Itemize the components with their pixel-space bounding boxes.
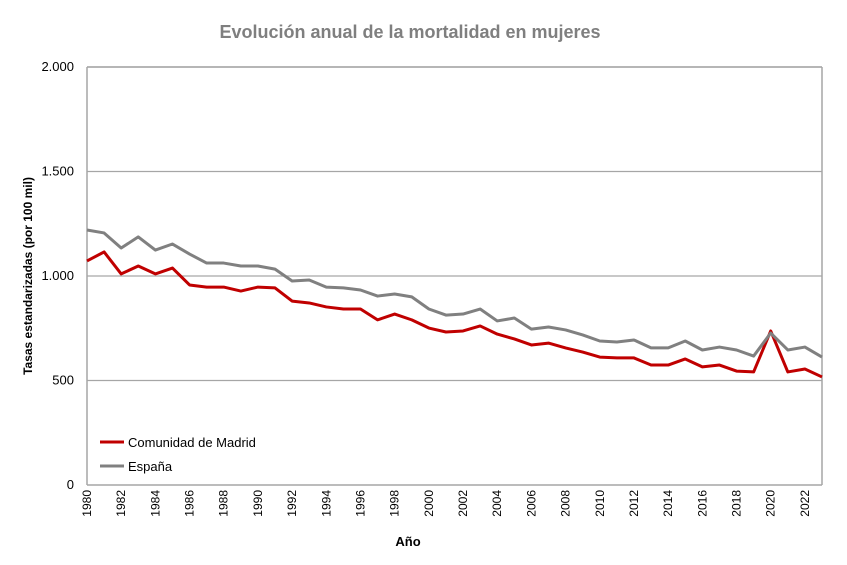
y-tick-label: 2.000 [41, 59, 74, 74]
y-tick-label: 1.500 [41, 164, 74, 179]
x-axis-label: Año [395, 534, 420, 549]
series-line-madrid [86, 250, 823, 379]
y-axis-label: Tasas estandarizadas (por 100 mil) [21, 177, 35, 375]
x-tick-label: 1988 [217, 490, 231, 517]
legend-label: España [128, 459, 173, 474]
series-line-espana [86, 228, 823, 359]
x-tick-label: 1998 [388, 490, 402, 517]
y-tick-label: 500 [52, 373, 74, 388]
y-tick-label: 1.000 [41, 268, 74, 283]
y-tick-label: 0 [67, 477, 74, 492]
x-tick-label: 2014 [661, 490, 675, 517]
x-tick-label: 2000 [422, 490, 436, 517]
x-tick-label: 2004 [490, 490, 504, 517]
chart-title: Evolución anual de la mortalidad en muje… [219, 22, 600, 42]
x-tick-label: 2002 [456, 490, 470, 517]
x-tick-label: 2022 [798, 490, 812, 517]
x-tick-label: 2020 [764, 490, 778, 517]
x-tick-label: 1996 [353, 490, 367, 517]
legend: Comunidad de Madrid España [100, 435, 256, 474]
legend-label: Comunidad de Madrid [128, 435, 256, 450]
x-tick-label: 2012 [627, 490, 641, 517]
x-tick-label: 1982 [114, 490, 128, 517]
x-tick-label: 2018 [730, 490, 744, 517]
x-tick-label: 1990 [251, 490, 265, 517]
x-tick-label: 2010 [593, 490, 607, 517]
x-tick-label: 1980 [80, 490, 94, 517]
x-tick-label: 2008 [559, 490, 573, 517]
x-tick-label: 1984 [148, 490, 162, 517]
x-tick-label: 2016 [695, 490, 709, 517]
x-tick-label: 1992 [285, 490, 299, 517]
x-tick-label: 1994 [319, 490, 333, 517]
x-tick-label: 1986 [183, 490, 197, 517]
x-tick-label: 2006 [524, 490, 538, 517]
